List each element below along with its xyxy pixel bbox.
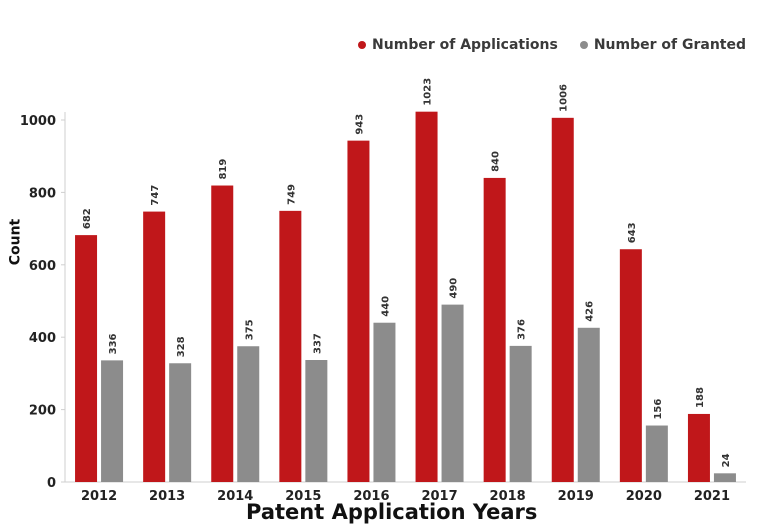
data-label-applications: 188 xyxy=(695,387,706,408)
data-label-applications: 749 xyxy=(286,184,297,205)
bar-granted xyxy=(713,473,736,482)
y-tick-label: 400 xyxy=(29,331,56,346)
data-label-granted: 336 xyxy=(108,333,119,354)
legend-label-applications: Number of Applications xyxy=(372,37,558,53)
bar-applications xyxy=(347,140,370,482)
data-label-applications: 1006 xyxy=(559,84,570,112)
bar-granted xyxy=(101,360,124,482)
data-label-applications: 682 xyxy=(82,208,93,229)
data-label-granted: 156 xyxy=(653,399,664,420)
bar-granted xyxy=(169,363,192,482)
legend-swatch-applications xyxy=(358,41,367,49)
bar-applications xyxy=(619,249,642,482)
data-label-applications: 643 xyxy=(627,222,638,243)
x-tick-label: 2013 xyxy=(149,489,185,504)
bar-granted xyxy=(509,345,532,482)
chart-legend: Number of Applications Number of Granted xyxy=(358,37,746,53)
legend-item-granted: Number of Granted xyxy=(579,37,746,53)
bar-applications xyxy=(415,111,438,482)
bar-applications xyxy=(75,235,98,482)
y-tick-label: 200 xyxy=(29,404,56,419)
bar-granted xyxy=(577,327,600,482)
bar-applications xyxy=(279,210,302,482)
x-tick-label: 2012 xyxy=(81,489,117,504)
bar-granted xyxy=(237,346,260,482)
bar-applications xyxy=(143,211,166,482)
y-axis-label: Count xyxy=(7,218,24,266)
data-label-granted: 375 xyxy=(244,319,255,340)
data-label-granted: 337 xyxy=(312,333,323,354)
y-tick-label: 800 xyxy=(29,186,56,201)
bar-granted xyxy=(441,304,464,482)
data-label-applications: 943 xyxy=(354,114,365,135)
data-label-granted: 426 xyxy=(585,301,596,322)
bar-granted xyxy=(305,360,328,482)
data-label-applications: 840 xyxy=(491,151,502,172)
data-label-applications: 747 xyxy=(150,185,161,206)
bar-applications xyxy=(483,177,506,483)
bar-applications xyxy=(211,185,234,482)
x-axis-label: Patent Application Years xyxy=(246,500,538,524)
data-label-applications: 819 xyxy=(218,159,229,180)
x-tick-label: 2014 xyxy=(217,489,253,504)
x-tick-label: 2017 xyxy=(421,489,457,504)
y-tick-label: 0 xyxy=(47,476,56,491)
x-tick-label: 2015 xyxy=(285,489,321,504)
data-label-granted: 490 xyxy=(449,278,460,299)
bar-granted xyxy=(645,425,668,482)
x-tick-label: 2019 xyxy=(558,489,594,504)
data-label-granted: 376 xyxy=(517,319,528,340)
legend-swatch-granted xyxy=(579,41,588,49)
y-tick-label: 1000 xyxy=(20,114,56,129)
bar-applications xyxy=(687,413,710,482)
x-tick-label: 2018 xyxy=(490,489,526,504)
data-label-granted: 328 xyxy=(176,336,187,357)
data-label-granted: 440 xyxy=(380,296,391,317)
y-tick-label: 600 xyxy=(29,259,56,274)
bar-applications xyxy=(551,117,574,482)
x-tick-label: 2021 xyxy=(694,489,730,504)
data-label-granted: 24 xyxy=(721,453,732,467)
legend-item-applications: Number of Applications xyxy=(358,37,558,53)
data-label-applications: 1023 xyxy=(423,78,434,106)
x-tick-label: 2016 xyxy=(353,489,389,504)
bar-granted xyxy=(373,322,396,482)
x-tick-label: 2020 xyxy=(626,489,662,504)
legend-label-granted: Number of Granted xyxy=(593,37,746,53)
